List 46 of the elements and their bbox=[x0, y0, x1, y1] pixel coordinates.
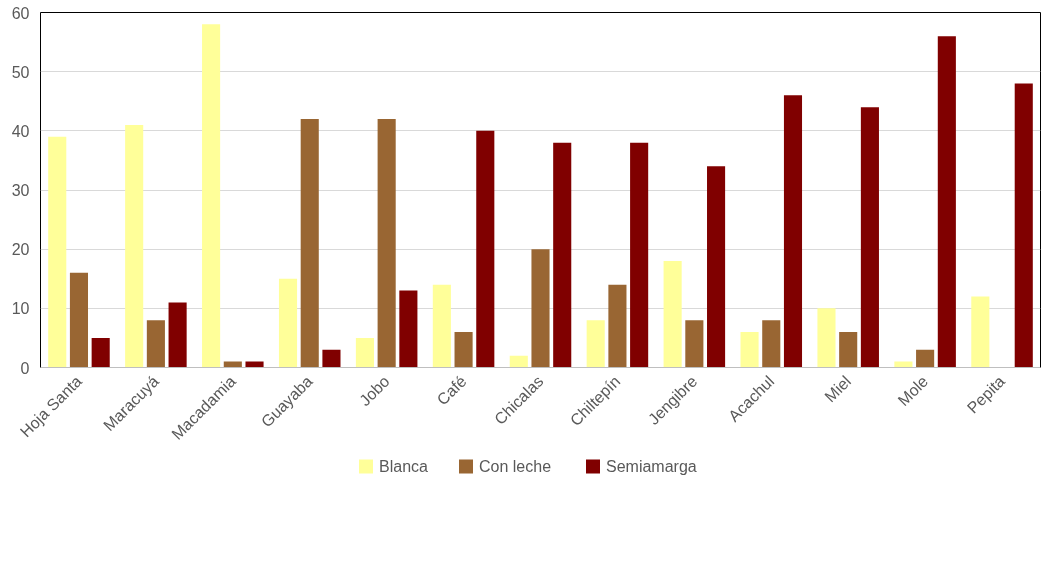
bar bbox=[783, 95, 803, 368]
bar bbox=[125, 124, 144, 368]
bar bbox=[69, 272, 89, 368]
y-tick-label: 40 bbox=[11, 122, 30, 140]
bar bbox=[685, 320, 704, 368]
bar bbox=[817, 308, 836, 368]
bar bbox=[91, 337, 110, 368]
bar bbox=[202, 24, 221, 368]
bar bbox=[630, 142, 649, 368]
bar bbox=[377, 119, 396, 368]
bar bbox=[937, 36, 956, 368]
bar bbox=[432, 284, 451, 368]
y-tick-label: 10 bbox=[11, 300, 30, 318]
bar bbox=[454, 332, 473, 368]
x-tick-label: Miel bbox=[821, 372, 855, 406]
bar bbox=[839, 332, 858, 368]
bar bbox=[860, 107, 879, 368]
bar bbox=[322, 349, 341, 368]
legend-label: Con leche bbox=[479, 458, 552, 475]
bar bbox=[707, 166, 726, 368]
legend-label: Blanca bbox=[379, 458, 429, 475]
bar bbox=[971, 296, 990, 368]
y-tick-label: 50 bbox=[11, 63, 30, 81]
bar bbox=[146, 320, 165, 368]
bar bbox=[762, 320, 781, 368]
bar bbox=[553, 142, 572, 368]
bar bbox=[168, 302, 187, 368]
bar bbox=[278, 278, 298, 368]
legend-label: Semiamarga bbox=[606, 458, 697, 475]
bar bbox=[740, 332, 759, 368]
y-tick-label: 0 bbox=[20, 359, 30, 377]
y-tick-label: 20 bbox=[11, 241, 30, 259]
bar bbox=[48, 136, 67, 368]
bar bbox=[399, 290, 418, 368]
y-tick-label: 30 bbox=[11, 182, 30, 199]
bar bbox=[916, 349, 935, 368]
bar bbox=[663, 261, 682, 368]
bar bbox=[509, 355, 528, 368]
bar bbox=[355, 337, 374, 368]
bar bbox=[608, 284, 627, 368]
bar bbox=[300, 119, 319, 368]
bar bbox=[586, 320, 605, 368]
y-tick-label: 60 bbox=[11, 4, 30, 22]
bar bbox=[476, 130, 495, 368]
bar bbox=[1014, 83, 1033, 368]
bar bbox=[531, 249, 550, 368]
